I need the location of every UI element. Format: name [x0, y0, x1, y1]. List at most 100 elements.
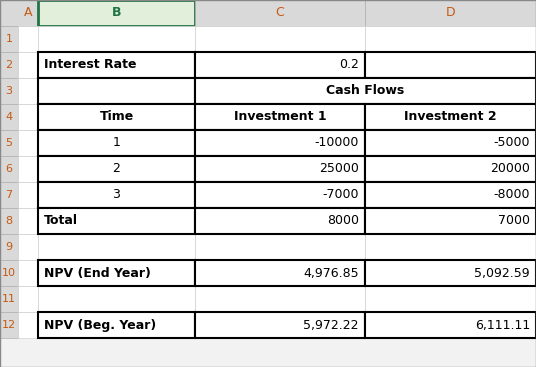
Bar — [195, 0, 365, 26]
Bar — [18, 234, 38, 260]
Text: 1: 1 — [5, 34, 12, 44]
Bar — [365, 156, 536, 182]
Text: 6: 6 — [5, 164, 12, 174]
Text: 7: 7 — [5, 190, 12, 200]
Text: 20000: 20000 — [490, 163, 530, 175]
Text: 2: 2 — [113, 163, 121, 175]
Bar — [195, 78, 365, 104]
Bar — [0, 286, 18, 312]
Text: 11: 11 — [2, 294, 16, 304]
Bar — [365, 208, 536, 234]
Bar — [38, 182, 195, 208]
Text: Time: Time — [99, 110, 133, 124]
Text: D: D — [446, 7, 455, 19]
Bar — [38, 312, 195, 338]
Bar — [0, 156, 18, 182]
Bar — [195, 286, 365, 312]
Bar — [38, 260, 195, 286]
Bar — [195, 260, 365, 286]
Bar — [195, 312, 365, 338]
Text: 1: 1 — [113, 137, 121, 149]
Bar — [38, 104, 195, 130]
Bar — [195, 52, 365, 78]
Text: 0.2: 0.2 — [339, 58, 359, 72]
Bar — [365, 78, 536, 104]
Bar — [38, 312, 195, 338]
Text: 12: 12 — [2, 320, 16, 330]
Text: 2: 2 — [5, 60, 12, 70]
Bar — [38, 234, 195, 260]
Text: 10: 10 — [2, 268, 16, 278]
Bar — [365, 52, 536, 78]
Bar — [0, 312, 18, 338]
Bar — [365, 286, 536, 312]
Bar — [195, 234, 365, 260]
Bar — [38, 234, 195, 260]
Text: -7000: -7000 — [323, 189, 359, 201]
Bar — [0, 78, 18, 104]
Bar — [195, 26, 365, 52]
Bar — [365, 182, 536, 208]
Bar — [365, 260, 536, 286]
Text: 7000: 7000 — [498, 214, 530, 228]
Text: NPV (End Year): NPV (End Year) — [44, 266, 151, 280]
Text: 8: 8 — [5, 216, 12, 226]
Text: 5: 5 — [5, 138, 12, 148]
Bar — [38, 52, 195, 78]
Text: Investment 2: Investment 2 — [404, 110, 497, 124]
Text: 8000: 8000 — [327, 214, 359, 228]
Text: NPV (Beg. Year): NPV (Beg. Year) — [44, 319, 157, 331]
Bar — [0, 26, 18, 52]
Bar — [365, 156, 536, 182]
Bar — [195, 312, 365, 338]
Bar — [18, 26, 38, 52]
Bar — [195, 130, 365, 156]
Bar — [18, 312, 38, 338]
Bar — [38, 286, 195, 312]
Bar — [0, 208, 18, 234]
Text: 9: 9 — [5, 242, 12, 252]
Text: B: B — [111, 7, 121, 19]
Bar — [195, 156, 365, 182]
Bar — [38, 208, 195, 234]
Text: -10000: -10000 — [315, 137, 359, 149]
Bar — [18, 130, 38, 156]
Bar — [195, 208, 365, 234]
Bar — [38, 260, 195, 286]
Bar — [18, 286, 38, 312]
Bar — [365, 260, 536, 286]
Bar — [0, 52, 18, 78]
Bar — [38, 0, 195, 26]
Bar — [195, 286, 365, 312]
Text: 3: 3 — [5, 86, 12, 96]
Bar — [38, 156, 195, 182]
Bar — [38, 156, 195, 182]
Bar — [365, 312, 536, 338]
Bar — [38, 52, 195, 78]
Bar — [18, 78, 38, 104]
Bar — [38, 130, 195, 156]
Bar — [0, 104, 18, 130]
Text: 4,976.85: 4,976.85 — [303, 266, 359, 280]
Text: A: A — [24, 7, 32, 19]
Text: Interest Rate: Interest Rate — [44, 58, 137, 72]
Bar — [18, 208, 38, 234]
Bar — [195, 52, 365, 78]
Bar — [18, 182, 38, 208]
Text: 6,111.11: 6,111.11 — [475, 319, 530, 331]
Bar — [365, 104, 536, 130]
Bar — [365, 286, 536, 312]
Bar — [365, 104, 536, 130]
Bar — [195, 208, 365, 234]
Bar — [0, 130, 18, 156]
Bar — [365, 234, 536, 260]
Bar — [195, 182, 365, 208]
Bar — [365, 182, 536, 208]
Bar — [38, 182, 195, 208]
Text: 4: 4 — [5, 112, 12, 122]
Text: Total: Total — [44, 214, 78, 228]
Bar — [365, 208, 536, 234]
Text: Cash Flows: Cash Flows — [326, 84, 405, 98]
Bar — [195, 78, 536, 104]
Bar — [365, 130, 536, 156]
